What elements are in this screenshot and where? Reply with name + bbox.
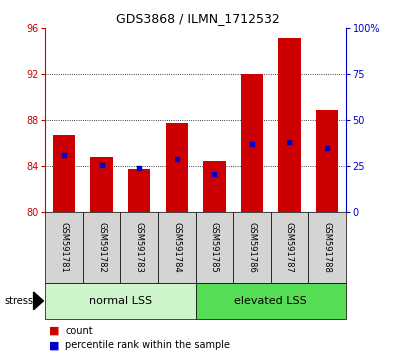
Bar [241, 74, 263, 212]
Text: GDS3868 / ILMN_1712532: GDS3868 / ILMN_1712532 [116, 12, 279, 25]
Bar [308, 212, 346, 283]
Bar [278, 38, 301, 212]
Text: count: count [65, 326, 93, 336]
Bar [90, 157, 113, 212]
Text: percentile rank within the sample: percentile rank within the sample [65, 340, 230, 350]
Bar [203, 161, 226, 212]
Point [211, 171, 217, 177]
Bar [128, 169, 150, 212]
Polygon shape [34, 292, 43, 310]
Bar [316, 110, 338, 212]
Bar [166, 123, 188, 212]
Point [173, 156, 180, 162]
Bar [45, 283, 196, 319]
Text: GSM591781: GSM591781 [60, 222, 69, 273]
Point [136, 165, 143, 171]
Text: GSM591786: GSM591786 [247, 222, 256, 273]
Point [249, 142, 255, 147]
Text: GSM591782: GSM591782 [97, 222, 106, 273]
Bar [233, 212, 271, 283]
Bar [83, 212, 120, 283]
Point [61, 153, 67, 158]
Bar [271, 212, 308, 283]
Bar [45, 212, 83, 283]
Point [324, 145, 330, 151]
Point [286, 139, 292, 145]
Text: GSM591787: GSM591787 [285, 222, 294, 273]
Bar [196, 283, 346, 319]
Text: ■: ■ [49, 340, 60, 350]
Text: GSM591784: GSM591784 [172, 222, 181, 273]
Bar [158, 212, 196, 283]
Text: GSM591788: GSM591788 [322, 222, 331, 273]
Text: elevated LSS: elevated LSS [234, 296, 307, 306]
Bar [120, 212, 158, 283]
Text: normal LSS: normal LSS [89, 296, 152, 306]
Bar [53, 135, 75, 212]
Text: ■: ■ [49, 326, 60, 336]
Text: GSM591783: GSM591783 [135, 222, 144, 273]
Bar [196, 212, 233, 283]
Point [99, 162, 105, 167]
Text: stress: stress [4, 296, 33, 306]
Text: GSM591785: GSM591785 [210, 222, 219, 273]
